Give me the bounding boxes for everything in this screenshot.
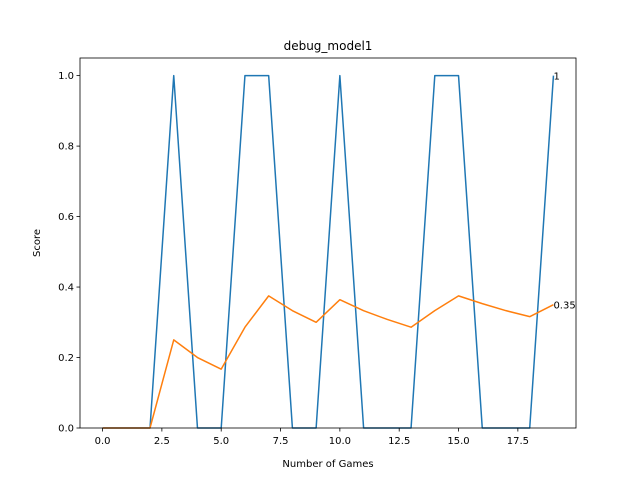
x-axis-ticks: 0.0 2.5 5.0 7.5 10.0 12.5 15.0 17.5 — [95, 428, 529, 447]
x-tick-label: 12.5 — [388, 436, 410, 447]
chart-title: debug_model1 — [284, 39, 373, 53]
y-tick-label: 1.0 — [58, 71, 74, 82]
data-annotation: 1 — [553, 72, 559, 83]
y-tick-label: 0.4 — [58, 283, 74, 294]
x-tick-label: 15.0 — [447, 436, 469, 447]
x-axis-label: Number of Games — [282, 459, 373, 470]
y-axis-ticks: 0.0 0.2 0.4 0.6 0.8 1.0 — [58, 71, 80, 435]
x-tick-label: 7.5 — [273, 436, 289, 447]
y-tick-label: 0.2 — [58, 353, 74, 364]
annotation-layer: 10.35 — [553, 72, 575, 312]
y-tick-label: 0.6 — [58, 212, 74, 223]
x-tick-label: 17.5 — [507, 436, 529, 447]
x-tick-label: 2.5 — [154, 436, 170, 447]
x-tick-label: 0.0 — [95, 436, 111, 447]
y-tick-label: 0.8 — [58, 142, 74, 153]
x-tick-label: 5.0 — [213, 436, 229, 447]
y-axis-label: Score — [32, 229, 43, 257]
series-1-line — [102, 74, 555, 429]
y-tick-label: 0.0 — [58, 424, 74, 435]
plot-area-frame — [79, 57, 577, 429]
data-annotation: 0.35 — [553, 301, 575, 312]
series-2-line — [102, 295, 554, 429]
x-tick-label: 10.0 — [329, 436, 351, 447]
